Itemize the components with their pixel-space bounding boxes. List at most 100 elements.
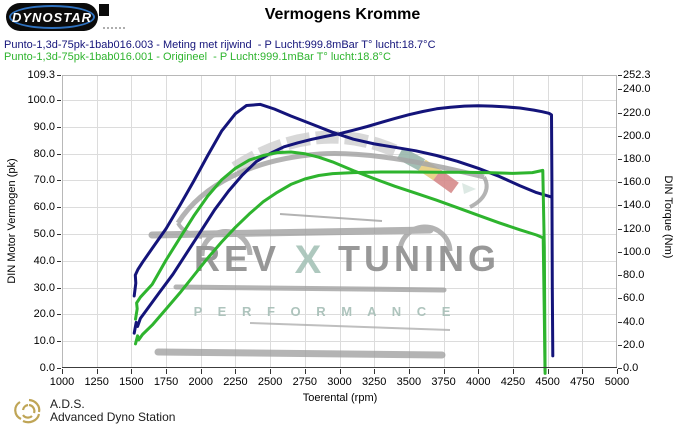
x-tick-label: 3000 (327, 376, 352, 388)
y-left-tick-mark (57, 341, 61, 343)
x-tick-mark (270, 369, 272, 374)
y-right-tick-mark (618, 135, 622, 137)
watermark-performance-text: P E R F O R M A N C E (194, 304, 457, 319)
x-tick-mark (443, 369, 445, 374)
y-left-tick-label: 0.0 (39, 362, 55, 374)
x-axis-title: Toerental (rpm) (302, 392, 378, 404)
x-tick-label: 2500 (257, 376, 283, 388)
x-tick-mark (200, 369, 202, 374)
tachometer-arc-red-segment (433, 169, 459, 194)
y-left-tick-label: 50.0 (33, 227, 55, 240)
page-title: Vermogens Kromme (264, 6, 421, 23)
watermark-x-text: X (295, 238, 322, 282)
y-right-tick-label: 120.0 (623, 222, 651, 235)
y-right-tick-label: 252.3 (623, 69, 651, 81)
x-tick-label: 2000 (188, 376, 213, 388)
ads-full-name: Advanced Dyno Station (50, 410, 176, 424)
x-tick-label: 3500 (396, 376, 422, 388)
plot-border (62, 75, 617, 368)
y-right-tick-label: 220.0 (623, 106, 651, 119)
y-left-tick-mark (57, 180, 61, 182)
y-left-tick-mark (57, 233, 61, 235)
y-left-tick-label: 40.0 (33, 254, 55, 267)
curve-vermogen-001-origineel (134, 168, 547, 375)
watermark-tuning-text: TUNING (338, 238, 500, 279)
y-left-tick-label: 30.0 (33, 281, 55, 294)
x-tick-label: 1000 (49, 376, 75, 388)
y-right-tick-mark (618, 251, 622, 253)
dynostar-logo-mark (99, 4, 109, 16)
dynostar-logo-smallprint (103, 27, 125, 32)
y-right-tick-label: 240.0 (623, 83, 651, 96)
x-tick-mark (582, 369, 584, 374)
ads-abbr: A.D.S. (50, 397, 85, 411)
y-left-tick-mark (57, 153, 61, 155)
x-tick-mark (547, 369, 549, 374)
y-right-tick-mark (618, 321, 622, 323)
legend-run-001: Punto-1,3d-75pk-1bab016.001 - Origineel … (4, 51, 391, 63)
y-right-tick-label: 180.0 (623, 152, 651, 165)
x-tick-label: 4000 (466, 376, 491, 388)
x-tick-label: 2250 (223, 376, 248, 388)
x-tick-mark (62, 369, 63, 374)
y-left-tick-label: 100.0 (27, 93, 55, 106)
car-rear-light (462, 183, 476, 194)
swoosh-line-lower (154, 348, 446, 359)
x-tick-label: 4750 (570, 376, 595, 388)
revx-tuning-watermark: REV X TUNING P E R F O R M A N C E (148, 130, 500, 359)
dynostar-logo-text: DYNOSTAR (12, 9, 92, 25)
x-tick-mark (166, 369, 168, 374)
y-right-tick-label: 40.0 (623, 315, 645, 328)
y-right-tick-mark (618, 158, 622, 160)
x-tick-mark (96, 369, 98, 374)
ads-branding: A.D.S. Advanced Dyno Station (14, 397, 175, 425)
x-tick-label: 1750 (153, 376, 179, 388)
y-right-tick-mark (618, 368, 622, 369)
y-right-tick-mark (618, 228, 622, 230)
x-tick-mark (235, 369, 237, 374)
y-left-tick-label: 60.0 (33, 201, 55, 214)
x-tick-mark (131, 369, 133, 374)
x-tick-mark (617, 369, 618, 374)
y-left-tick-mark (57, 126, 61, 128)
x-tick-label: 5000 (604, 376, 630, 388)
y-left-tick-label: 70.0 (33, 174, 55, 187)
y-right-tick-label: 200.0 (623, 129, 651, 142)
y-right-tick-label: 20.0 (623, 338, 645, 351)
y-left-tick-mark (57, 260, 61, 262)
ads-swirl-icon (14, 398, 41, 424)
x-tick-label: 1250 (84, 376, 109, 388)
y-left-tick-mark (57, 75, 61, 76)
x-tick-mark (304, 369, 306, 374)
y-right-tick-label: 160.0 (623, 176, 651, 189)
swoosh-line-upper (173, 284, 447, 293)
x-tick-mark (408, 369, 410, 374)
speed-line (249, 322, 451, 331)
y-left-tick-mark (57, 207, 61, 209)
curve-vermogen-003-meting-met-rijwind (132, 104, 555, 358)
y-left-tick-mark (57, 99, 61, 101)
x-tick-mark (512, 369, 514, 374)
y-right-tick-label: 100.0 (623, 245, 651, 258)
y-right-tick-mark (618, 182, 622, 184)
x-tick-mark (374, 369, 376, 374)
y-left-tick-mark (57, 314, 61, 316)
x-tick-label: 4500 (535, 376, 560, 388)
curve-koppel-003-meting-met-rijwind (132, 102, 552, 298)
x-tick-label: 3750 (431, 376, 456, 388)
y-right-tick-mark (618, 344, 622, 346)
legend-run-003: Punto-1,3d-75pk-1bab016.003 - Meting met… (4, 39, 436, 51)
x-tick-label: 3250 (361, 376, 387, 388)
y-left-axis-title: DIN Motor Vermogen (pk) (6, 158, 18, 284)
y-right-tick-label: 140.0 (623, 199, 651, 212)
y-left-tick-label: 90.0 (33, 120, 55, 133)
y-left-tick-mark (57, 368, 61, 369)
curve-koppel-001-origineel (134, 150, 547, 372)
y-right-tick-mark (618, 205, 622, 207)
y-right-tick-label: 60.0 (623, 292, 645, 305)
y-right-axis-title: DIN Torque (Nm) (662, 175, 674, 259)
x-tick-label: 2750 (292, 376, 318, 388)
x-tick-label: 4250 (500, 376, 526, 388)
y-right-tick-mark (618, 112, 622, 114)
y-right-tick-mark (618, 75, 622, 76)
